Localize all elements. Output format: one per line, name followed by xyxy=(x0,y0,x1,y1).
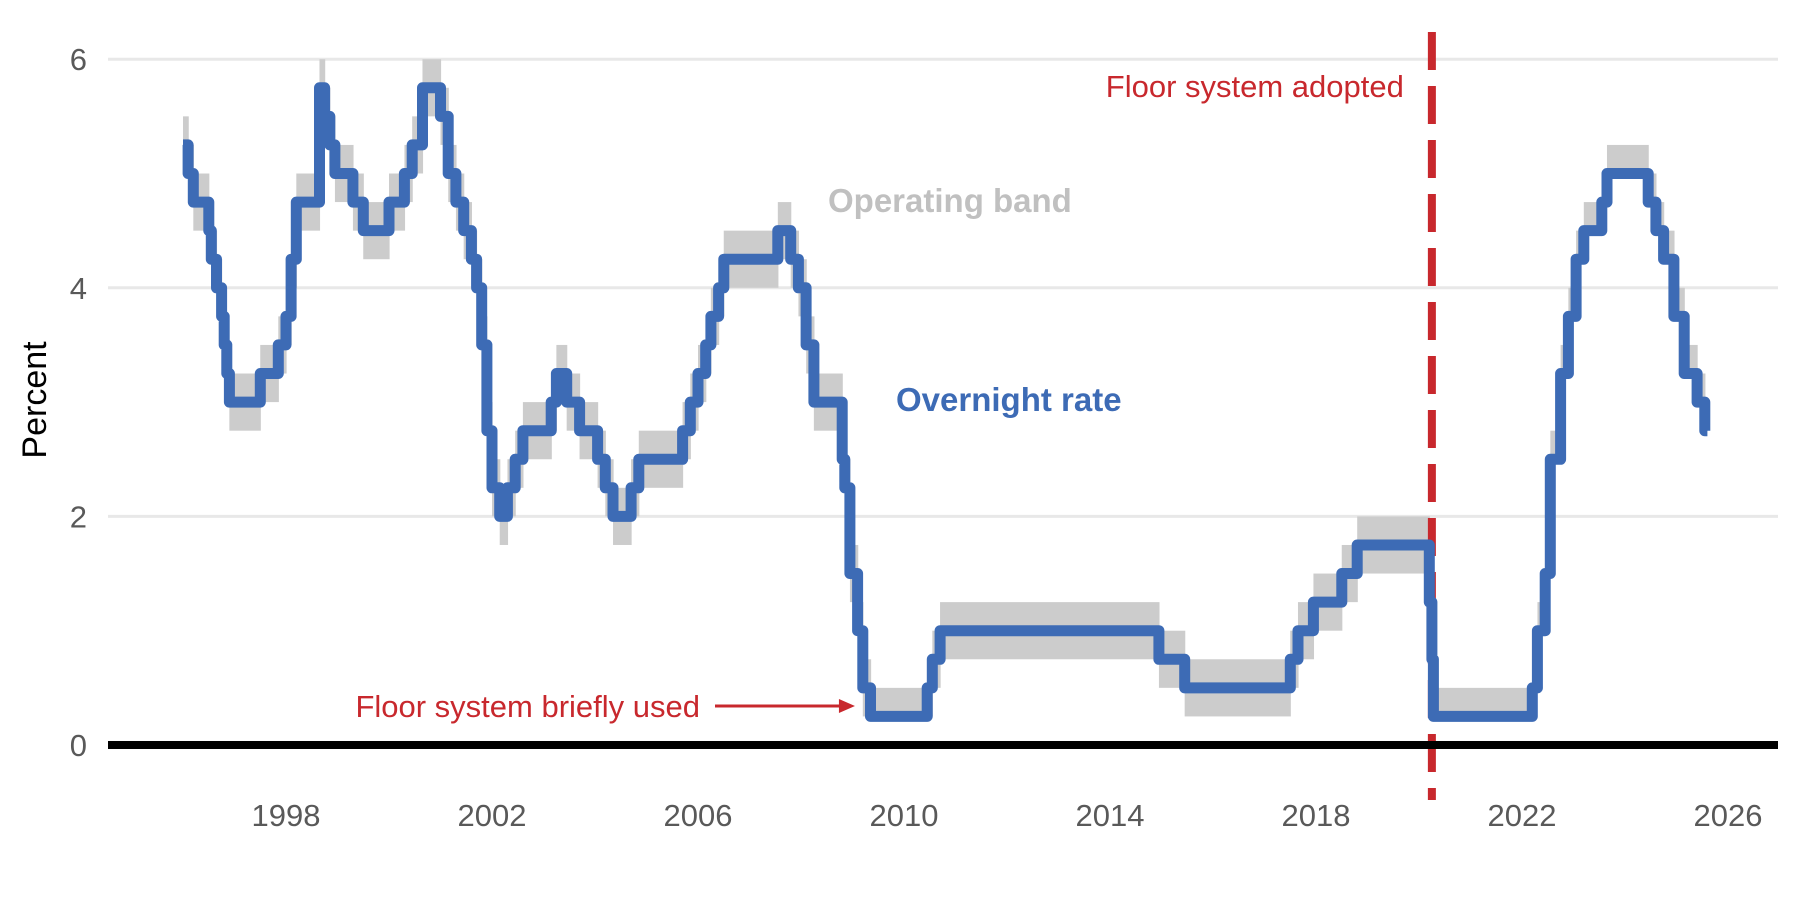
arrow-head-icon xyxy=(838,699,855,713)
y-tick-label: 6 xyxy=(70,42,87,77)
gridlines xyxy=(108,57,1778,518)
operating-band-label: Operating band xyxy=(828,182,1072,219)
x-tick-label: 2002 xyxy=(458,798,527,833)
overnight-rate-line xyxy=(182,82,1711,722)
overnight-rate-label: Overnight rate xyxy=(896,381,1122,418)
x-tick-label: 2026 xyxy=(1694,798,1763,833)
x-tick-label: 2018 xyxy=(1282,798,1351,833)
x-tick-label: 2022 xyxy=(1488,798,1557,833)
y-tick-label: 4 xyxy=(70,271,87,306)
floor-system-briefly-used-label: Floor system briefly used xyxy=(355,689,700,724)
x-tick-label: 2014 xyxy=(1076,798,1145,833)
y-tick-label: 0 xyxy=(70,728,87,763)
axis-ticks: 0 2 4 6 1998 2002 2006 2010 2014 2018 2022 2026 xyxy=(70,42,1763,833)
overnight-rate-series xyxy=(182,82,1711,722)
y-tick-label: 2 xyxy=(70,499,87,534)
x-tick-label: 1998 xyxy=(252,798,321,833)
x-tick-label: 2010 xyxy=(870,798,939,833)
y-axis-title: Percent xyxy=(16,341,54,459)
floor-system-adopted-label: Floor system adopted xyxy=(1106,69,1404,104)
x-tick-label: 2006 xyxy=(664,798,733,833)
